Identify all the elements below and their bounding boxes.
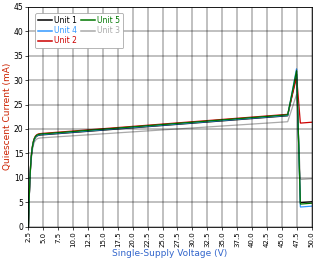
- Unit 2: [164, 122, 168, 125]
- Unit 4: [249, 117, 253, 120]
- Line: Unit 4: Unit 4: [29, 69, 312, 227]
- Unit 5: [310, 202, 314, 205]
- Unit 5: [301, 202, 305, 205]
- Unit 4: [301, 205, 305, 208]
- Unit 4: [310, 205, 314, 208]
- Unit 5: [164, 123, 168, 126]
- Unit 3: [301, 178, 305, 181]
- Unit 4: [157, 124, 161, 127]
- Unit 3: [310, 177, 314, 180]
- Unit 2: [41, 132, 45, 135]
- Unit 4: [41, 133, 45, 136]
- Line: Unit 2: Unit 2: [29, 78, 312, 227]
- Unit 1: [294, 73, 298, 76]
- Unit 3: [249, 123, 253, 126]
- Unit 1: [249, 117, 253, 120]
- Unit 2: [301, 121, 305, 124]
- Line: Unit 5: Unit 5: [29, 71, 312, 227]
- Unit 3: [294, 93, 298, 96]
- Unit 3: [164, 128, 168, 131]
- Unit 4: [301, 205, 305, 208]
- Unit 1: [301, 201, 305, 204]
- Unit 3: [157, 129, 161, 132]
- Unit 2: [310, 121, 314, 124]
- Unit 2: [301, 121, 305, 124]
- Unit 2: [27, 225, 31, 228]
- Y-axis label: Quiescent Current (mA): Quiescent Current (mA): [3, 63, 12, 170]
- Unit 5: [294, 69, 298, 72]
- Unit 1: [41, 133, 45, 137]
- Unit 3: [41, 136, 45, 139]
- Unit 4: [294, 67, 298, 70]
- Unit 2: [157, 123, 161, 126]
- Line: Unit 3: Unit 3: [29, 95, 312, 227]
- Unit 4: [27, 225, 31, 228]
- Unit 3: [27, 225, 31, 228]
- Unit 5: [157, 123, 161, 126]
- Unit 5: [27, 225, 31, 228]
- Unit 2: [249, 116, 253, 119]
- Unit 3: [301, 178, 305, 181]
- Legend: Unit 1, Unit 4, Unit 2, Unit 5, Unit 3: Unit 1, Unit 4, Unit 2, Unit 5, Unit 3: [35, 13, 123, 48]
- X-axis label: Single-Supply Voltage (V): Single-Supply Voltage (V): [112, 248, 228, 258]
- Unit 2: [295, 76, 299, 79]
- Unit 1: [157, 124, 161, 127]
- Unit 4: [164, 123, 168, 126]
- Unit 1: [310, 200, 314, 203]
- Line: Unit 1: Unit 1: [29, 74, 312, 227]
- Unit 1: [27, 225, 31, 228]
- Unit 5: [249, 116, 253, 119]
- Unit 1: [164, 124, 168, 127]
- Unit 5: [301, 202, 305, 205]
- Unit 5: [41, 132, 45, 135]
- Unit 1: [301, 201, 305, 204]
